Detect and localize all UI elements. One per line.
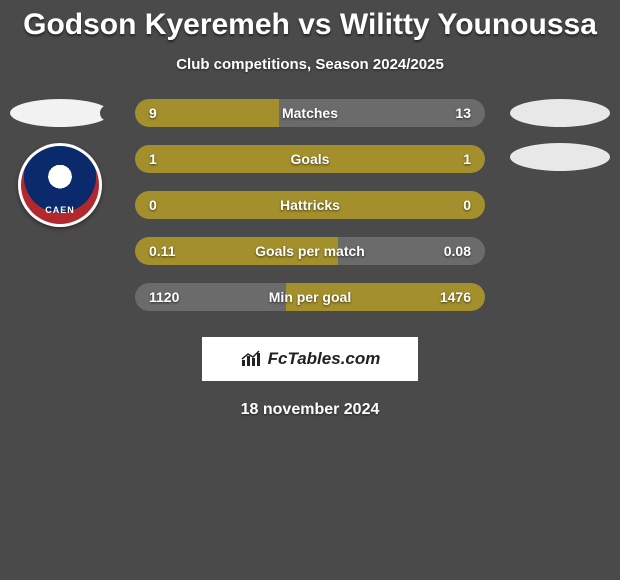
stat-value-right: 13: [455, 99, 471, 127]
player-left-club-badge: [18, 143, 102, 227]
chart-icon: [240, 350, 262, 368]
stat-label: Goals per match: [255, 243, 365, 259]
player-left-flag-placeholder: [10, 99, 110, 127]
comparison-content: 9 13 Matches 1 1 Goals 0 0 Hattricks 0.11 0.08 Goal…: [0, 99, 620, 419]
stat-bar: 1120 1476 Min per goal: [135, 283, 485, 311]
stat-value-left: 1: [149, 145, 157, 173]
page-subtitle: Club competitions, Season 2024/2025: [0, 56, 620, 73]
stat-value-left: 0.11: [149, 237, 175, 265]
brand-box: FcTables.com: [202, 337, 418, 381]
stat-label: Matches: [282, 105, 338, 121]
stat-bar-fill-left: [135, 145, 310, 173]
stat-value-right: 0.08: [444, 237, 471, 265]
brand-text: FcTables.com: [268, 349, 381, 369]
stat-bars: 9 13 Matches 1 1 Goals 0 0 Hattricks 0.11 0.08 Goal…: [135, 99, 485, 311]
stat-label: Goals: [291, 151, 330, 167]
stat-label: Min per goal: [269, 289, 351, 305]
player-right-column: [500, 99, 620, 171]
page-title: Godson Kyeremeh vs Wilitty Younoussa: [0, 0, 620, 42]
player-left-column: [0, 99, 120, 227]
player-right-club-placeholder: [510, 143, 610, 171]
stat-value-left: 1120: [149, 283, 179, 311]
stat-bar: 0.11 0.08 Goals per match: [135, 237, 485, 265]
stat-bar: 0 0 Hattricks: [135, 191, 485, 219]
stat-value-left: 9: [149, 99, 157, 127]
player-right-flag-placeholder: [510, 99, 610, 127]
stat-value-right: 1476: [440, 283, 471, 311]
stat-bar: 9 13 Matches: [135, 99, 485, 127]
stat-value-right: 1: [463, 145, 471, 173]
stat-bar-fill-right: [310, 145, 485, 173]
footer-date: 18 november 2024: [0, 401, 620, 419]
stat-label: Hattricks: [280, 197, 340, 213]
stat-value-right: 0: [463, 191, 471, 219]
stat-bar: 1 1 Goals: [135, 145, 485, 173]
stat-value-left: 0: [149, 191, 157, 219]
